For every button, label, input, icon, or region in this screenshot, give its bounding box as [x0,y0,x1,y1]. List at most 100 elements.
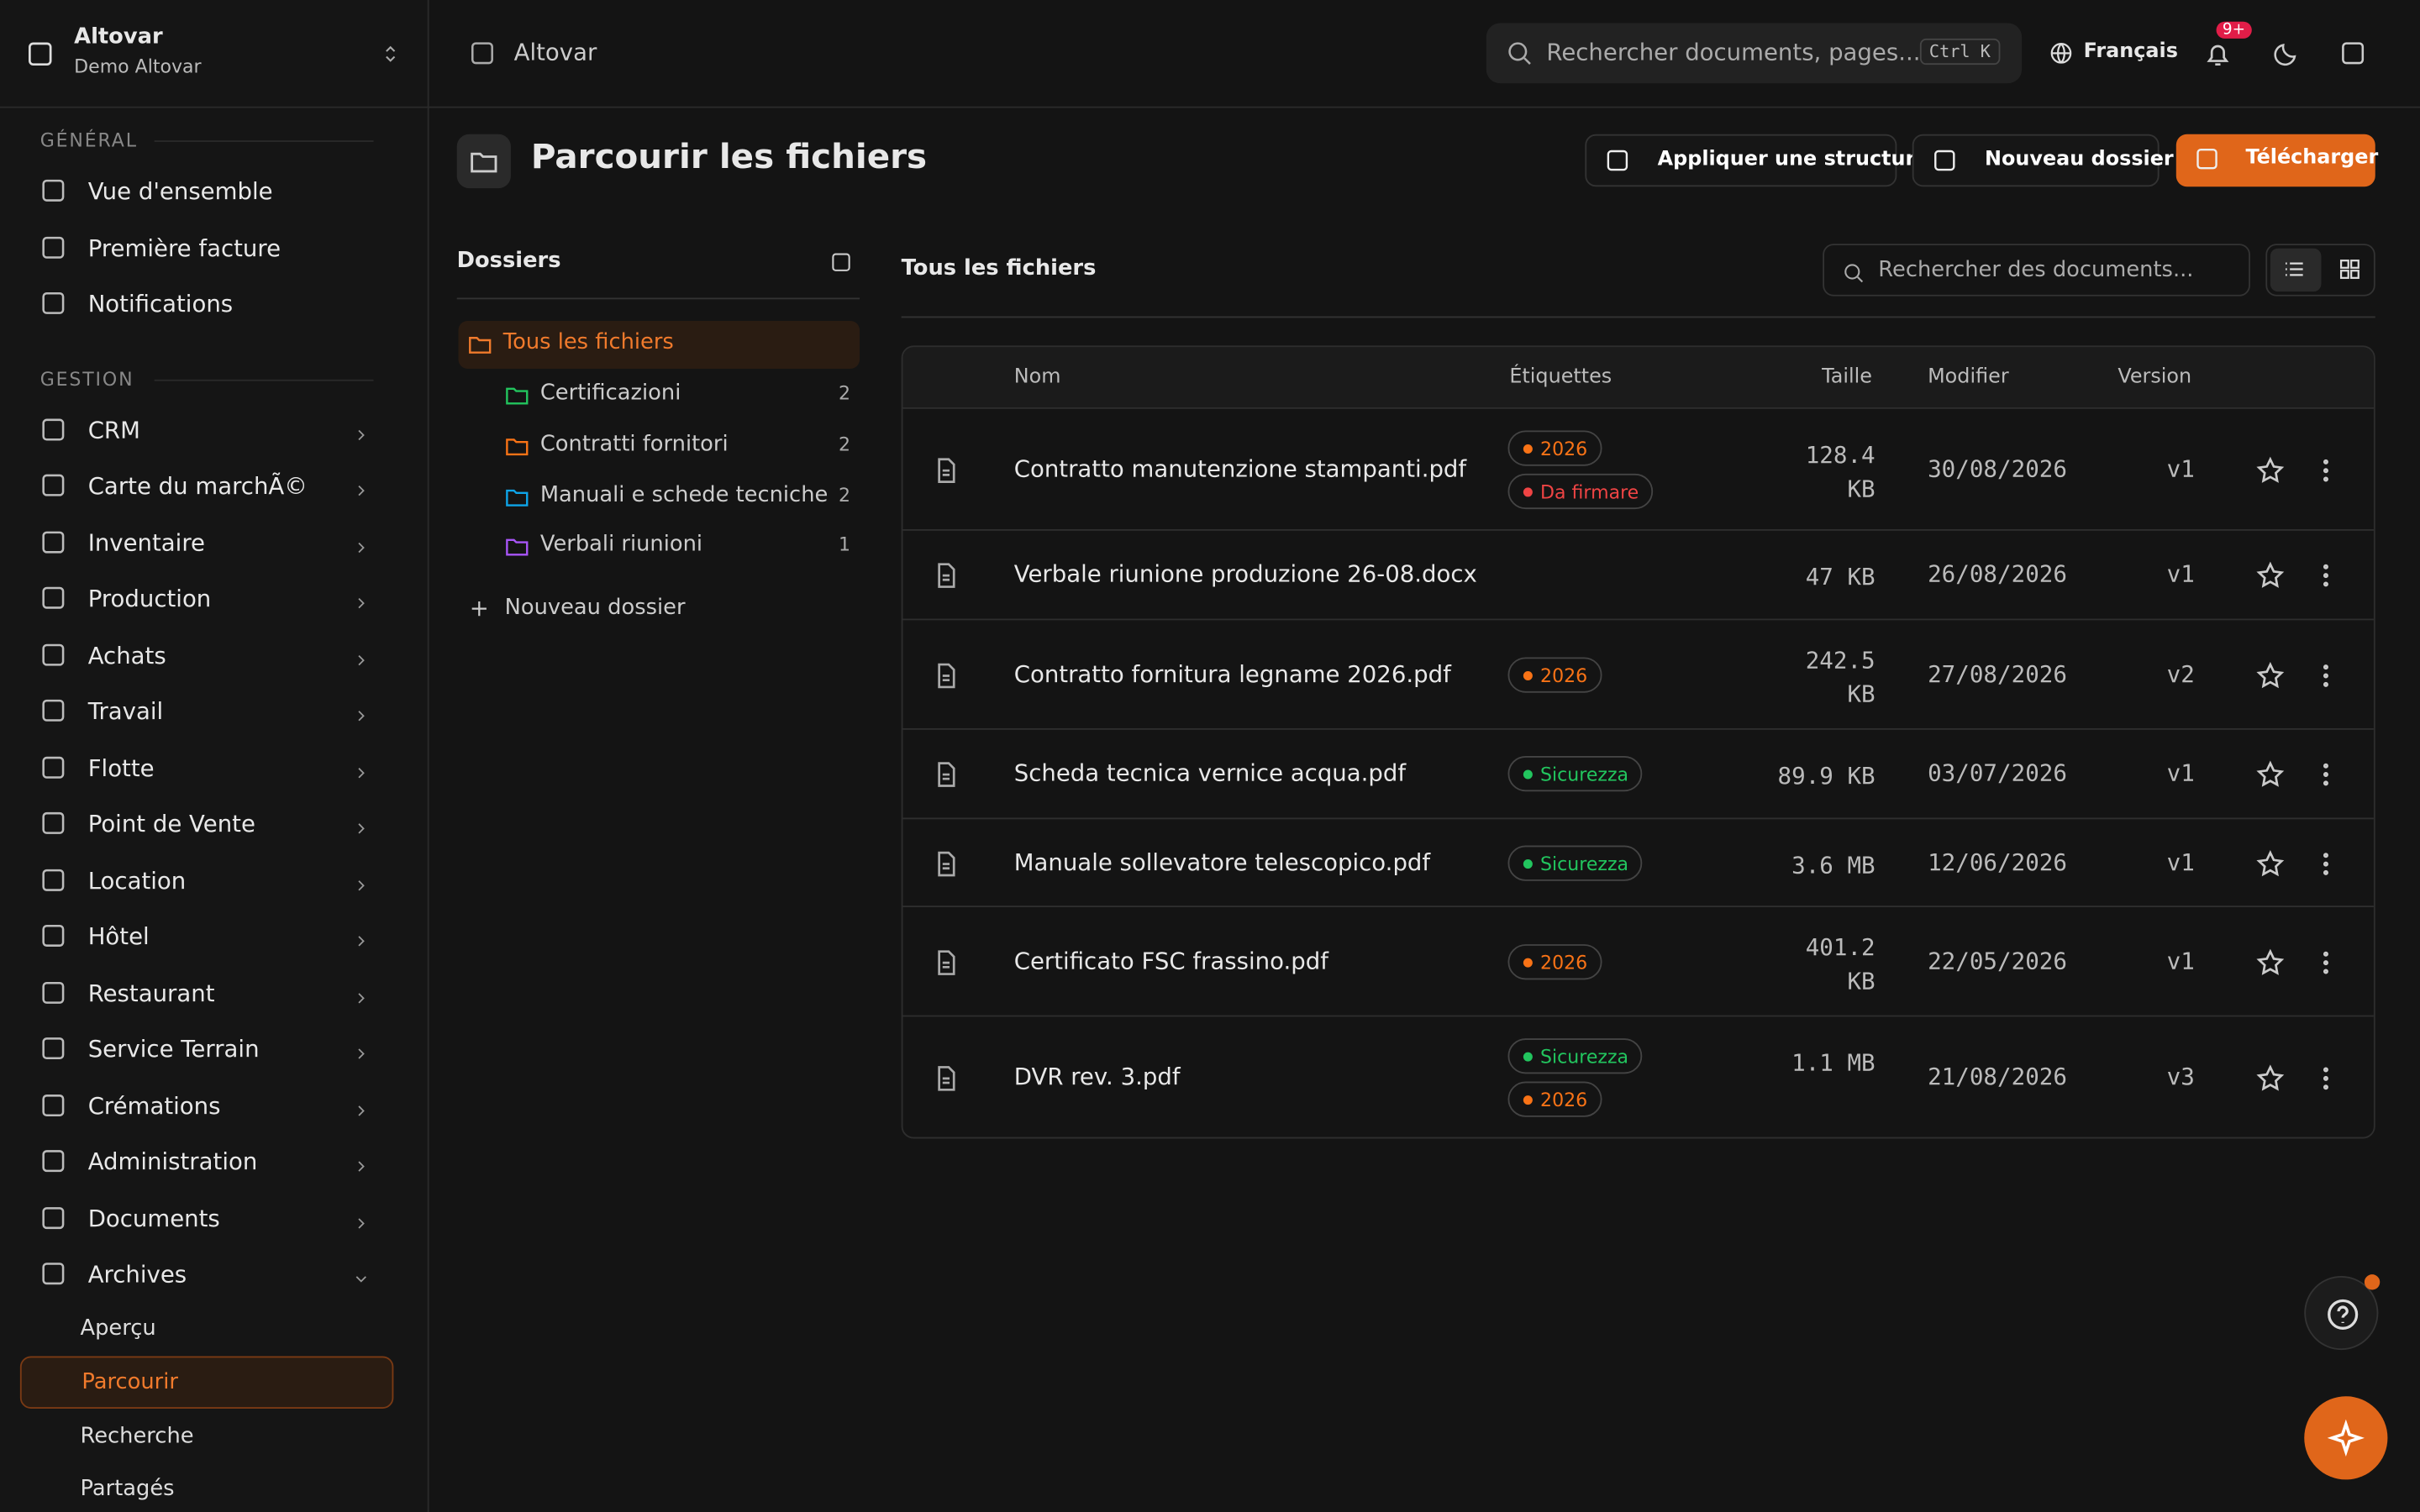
more-svg [2323,1066,2328,1089]
help-dot [2364,1274,2381,1290]
files-search-placeholder: Rechercher des documents... [1878,257,2194,283]
action-button[interactable]: Appliquer une structure [1585,134,1929,187]
folder-all[interactable]: Tous les fichiers [458,321,860,369]
nav-icon-svg [42,235,65,258]
subnav-label: Recherche [80,1423,194,1448]
subnav-item[interactable]: Partagés [20,1464,393,1512]
nav-chevron-svg [358,823,365,834]
global-search[interactable]: Rechercher documents, pages... Ctrl K [1486,23,2023,84]
subnav-item[interactable]: Aperçu [20,1304,393,1356]
file-version: v1 [2166,559,2195,588]
nav-item[interactable]: Documents [22,1192,392,1244]
language[interactable]: Français [2083,39,2178,64]
action-button[interactable]: Nouveau dossier [1912,134,2174,187]
tag: 2026 [1507,1080,1602,1116]
nav-chevron-svg [355,1276,366,1283]
file-row[interactable]: DVR rev. 3.pdf Sicurezza 2026 1.1 MB 21/08/2… [902,1016,2373,1137]
subnav-label: Parcourir [82,1370,178,1395]
folder-item[interactable]: Contratti fornitori 2 [459,426,860,466]
nav-label: Notifications [87,290,234,318]
nav-icon [40,697,66,723]
nav-item[interactable]: Première facture [22,222,392,274]
nav-item[interactable]: Hôtel [22,911,392,963]
file-row[interactable]: Manuale sollevatore telescopico.pdf Sicur… [902,819,2374,908]
nav-item[interactable]: Service Terrain [22,1023,392,1075]
file-row[interactable]: Verbale riunione produzione 26-08.docx 47… [902,531,2374,621]
folder-item[interactable]: Certificazioni 2 [459,375,860,415]
nav-icon-svg [42,811,65,834]
column-header[interactable]: Modifier [1928,365,2009,389]
breadcrumb-icon-svg [471,42,493,65]
nav-chevron-svg [358,598,365,609]
file-row[interactable]: Certificato FSC frassino.pdf 2026 401.2 KB… [902,907,2374,1017]
nav-icon-svg [42,699,65,722]
subnav-item[interactable]: Recherche [20,1411,393,1463]
folder-count: 2 [839,483,851,506]
nav-icon-svg [42,530,65,553]
page-title: Parcourir les fichiers [530,139,928,178]
folder-icon-svg [506,387,529,405]
column-header[interactable]: Étiquettes [1509,365,1612,389]
nav-item[interactable]: Achats [22,628,392,680]
folder-item[interactable]: Manuali e schede tecniche 2 [459,476,860,517]
nav-item[interactable]: Restaurant [22,967,392,1019]
nav-chevron-svg [358,654,365,665]
folders-title: Dossiers [456,248,561,274]
page-icon [469,146,498,176]
nav-chevron-svg [358,1048,365,1059]
tag: Da firmare [1507,472,1653,509]
nav-label: Production [87,585,212,613]
files-search[interactable]: Rechercher des documents... [1823,244,2250,297]
column-header[interactable]: Nom [1013,365,1061,389]
nav-item[interactable]: Travail [22,685,392,738]
ai-button[interactable] [2304,1396,2388,1480]
nav-item[interactable]: Crémations [22,1079,392,1131]
tag-dot [1523,769,1533,780]
nav-item[interactable]: Administration [22,1136,392,1188]
nav-icon [40,866,66,892]
folder-item[interactable]: Verbali riunioni 1 [459,527,860,567]
folder-all-icon [468,332,492,356]
star [2256,455,2285,484]
new-folder[interactable]: Nouveau dossier [504,595,686,621]
nav-item[interactable]: Archives [22,1248,392,1300]
file-version: v2 [2166,659,2195,688]
file-row[interactable]: Contratto fornitura legname 2026.pdf 2026… [902,620,2374,730]
tag-dot [1523,858,1533,869]
nav-icon-svg [42,417,65,440]
folder-icon [505,433,529,458]
nav-chevron-svg [358,485,365,496]
nav-item[interactable]: Vue d'ensemble [22,165,392,218]
star [2256,760,2285,789]
subnav-item[interactable]: Parcourir [19,1357,394,1410]
nav-item[interactable]: CRM [22,403,392,455]
nav-item[interactable]: Production [22,572,392,624]
file-modified: 12/06/2026 [1928,848,2067,876]
file-icon [932,456,960,484]
nav-item[interactable]: Carte du marchÃ© [22,459,392,512]
action-button[interactable]: Télécharger [2175,134,2378,187]
nav-item[interactable]: Flotte [22,742,392,794]
nav-item[interactable]: Notifications [22,278,392,330]
action-icon [2195,146,2219,171]
sidebar-header-divider [0,106,2420,108]
section-title: GESTION [39,368,134,390]
nav-chevron [352,927,371,947]
more [2312,948,2339,976]
nav-chevron-svg [358,541,365,553]
theme-svg [2274,44,2296,66]
help-button[interactable] [2304,1275,2379,1351]
file-row[interactable]: Scheda tecnica vernice acqua.pdf Sicurezz… [902,730,2374,820]
list-icon [2283,258,2307,281]
column-header[interactable]: Taille [1822,365,1872,389]
column-header[interactable]: Version [2118,365,2192,389]
star-svg [2256,561,2285,588]
nav-icon-svg [42,1150,65,1173]
nav-item[interactable]: Point de Vente [22,798,392,850]
section-rule [154,378,374,381]
files-title: Tous les fichiers [901,255,1097,281]
nav-item[interactable]: Location [22,854,392,906]
file-icon [932,562,960,590]
file-row[interactable]: Contratto manutenzione stampanti.pdf 2026… [902,409,2374,531]
nav-item[interactable]: Inventaire [22,516,392,568]
